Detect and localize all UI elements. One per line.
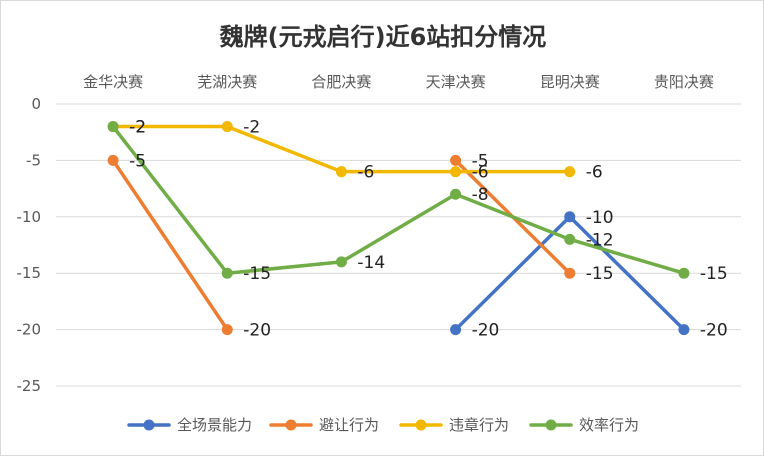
legend-label: 全场景能力 bbox=[177, 416, 252, 434]
data-label: -2 bbox=[243, 118, 260, 138]
data-point bbox=[450, 154, 462, 166]
data-labels: -20-10-20-5-20-5-15-2 -2-6 -6 -6-2-15-14-8-… bbox=[129, 118, 728, 341]
legend-label: 避让行为 bbox=[319, 416, 379, 434]
legend-label: 违章行为 bbox=[449, 416, 509, 434]
data-label: -20 bbox=[243, 321, 271, 341]
data-point bbox=[564, 267, 576, 279]
data-label: -10 bbox=[586, 208, 614, 228]
legend-marker bbox=[143, 419, 155, 431]
x-category-label: 天津决赛 bbox=[426, 73, 486, 91]
data-label: -5 bbox=[129, 151, 146, 171]
data-label: -15 bbox=[700, 264, 728, 284]
legend-marker bbox=[285, 419, 297, 431]
data-label: -14 bbox=[357, 253, 385, 273]
data-point bbox=[335, 166, 347, 178]
series-line bbox=[111, 158, 229, 332]
data-label: -15 bbox=[586, 264, 614, 284]
chart-title: 魏牌(元戎启行)近6站扣分情况 bbox=[219, 23, 547, 51]
data-point bbox=[564, 166, 576, 178]
data-point bbox=[450, 324, 462, 336]
data-label: -6 bbox=[472, 163, 489, 183]
series-line bbox=[111, 124, 686, 275]
y-tick-label: 0 bbox=[31, 95, 41, 113]
legend: 全场景能力 避让行为 违章行为 效率行为 bbox=[127, 416, 639, 434]
x-axis-categories: 金华决赛 芜湖决赛 合肥决赛 天津决赛 昆明决赛 贵阳决赛 bbox=[83, 73, 714, 91]
data-point bbox=[450, 188, 462, 200]
x-category-label: 昆明决赛 bbox=[540, 73, 600, 91]
y-tick-label: -5 bbox=[26, 151, 41, 169]
y-axis-ticks: 0 -5 -10 -15 -20 -25 bbox=[17, 95, 42, 395]
data-point bbox=[221, 121, 233, 133]
x-category-label: 金华决赛 bbox=[83, 73, 143, 91]
data-label: -15 bbox=[243, 264, 271, 284]
data-point bbox=[564, 211, 576, 223]
x-category-label: 芜湖决赛 bbox=[197, 73, 257, 91]
y-tick-label: -25 bbox=[17, 377, 42, 395]
x-category-label: 合肥决赛 bbox=[311, 73, 371, 91]
legend-marker bbox=[545, 419, 557, 431]
data-point bbox=[678, 267, 690, 279]
gridlines bbox=[56, 103, 741, 387]
data-label: -6 bbox=[586, 163, 603, 183]
y-tick-label: -10 bbox=[17, 208, 42, 226]
data-point bbox=[107, 154, 119, 166]
data-label: -5 bbox=[472, 151, 489, 171]
data-point bbox=[221, 324, 233, 336]
data-label: -2 bbox=[129, 118, 146, 138]
y-tick-label: -20 bbox=[17, 321, 42, 339]
data-label: -8 bbox=[472, 185, 489, 205]
series-lines bbox=[107, 121, 690, 336]
data-point bbox=[564, 233, 576, 245]
data-label: -6 bbox=[357, 163, 374, 183]
legend-label: 效率行为 bbox=[579, 416, 639, 434]
data-label: -2 bbox=[129, 118, 146, 138]
data-point bbox=[450, 166, 462, 178]
data-label: -20 bbox=[700, 321, 728, 341]
data-point bbox=[335, 256, 347, 268]
data-point bbox=[107, 121, 119, 133]
legend-marker bbox=[415, 419, 427, 431]
data-label: -20 bbox=[472, 321, 500, 341]
x-category-label: 贵阳决赛 bbox=[654, 73, 714, 91]
data-point bbox=[221, 267, 233, 279]
data-point bbox=[678, 324, 690, 336]
y-tick-label: -15 bbox=[17, 264, 42, 282]
data-label: -12 bbox=[586, 230, 614, 250]
series-line bbox=[111, 124, 572, 174]
